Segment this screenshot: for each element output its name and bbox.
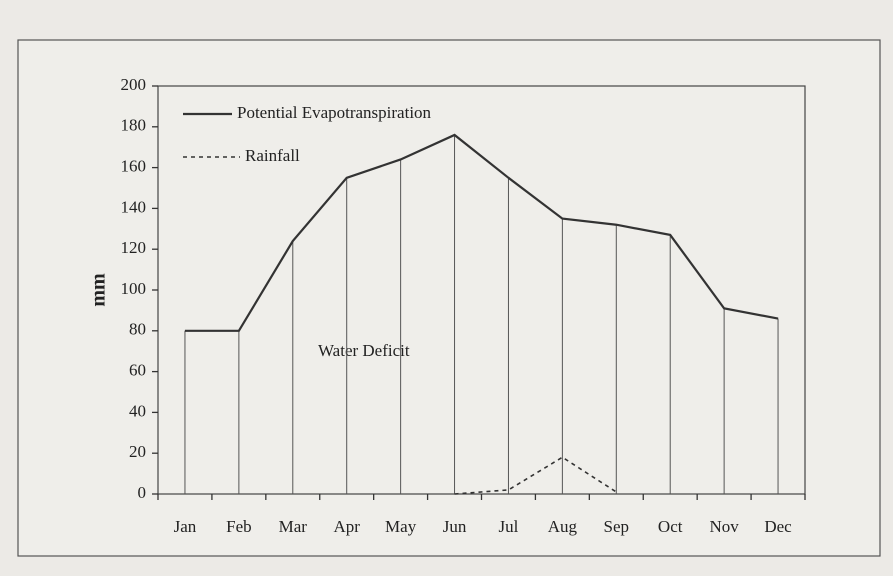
x-tick-label: Feb [226, 517, 252, 536]
y-tick-label: 0 [138, 483, 147, 502]
x-tick-label: Sep [604, 517, 630, 536]
y-tick-label: 140 [121, 197, 147, 216]
x-tick-label: May [385, 517, 417, 536]
y-tick-label: 180 [121, 116, 147, 135]
y-tick-label: 120 [121, 238, 147, 257]
plot-area [157, 85, 806, 495]
annotation: Water Deficit [318, 341, 410, 360]
x-tick-label: Oct [658, 517, 683, 536]
y-axis-label: mm [88, 273, 110, 307]
y-tick-label: 20 [129, 442, 146, 461]
y-tick-label: 160 [121, 157, 147, 176]
y-tick-label: 100 [121, 279, 147, 298]
y-tick-label: 200 [121, 75, 147, 94]
x-tick-label: Jun [443, 517, 467, 536]
series-line [184, 133, 779, 332]
x-tick-label: Jan [174, 517, 197, 536]
x-tick-label: Jul [499, 517, 519, 536]
x-tick-label: Dec [764, 517, 792, 536]
series-line [454, 456, 617, 495]
legend-label: Rainfall [245, 146, 300, 165]
y-tick-label: 40 [129, 401, 146, 420]
x-tick-label: Nov [709, 517, 739, 536]
y-tick-label: 60 [129, 361, 146, 380]
x-tick-label: Aug [548, 517, 578, 536]
x-tick-label: Mar [279, 517, 308, 536]
y-tick-label: 80 [129, 320, 146, 339]
x-tick-label: Apr [333, 517, 360, 536]
legend-label: Potential Evapotranspiration [237, 103, 432, 122]
